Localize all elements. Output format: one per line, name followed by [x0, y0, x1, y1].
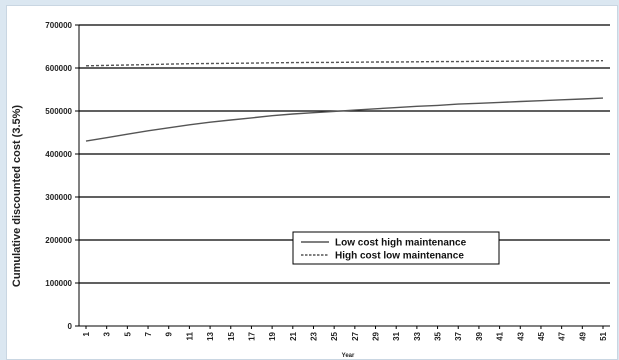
series-line-2	[85, 60, 604, 67]
x-tick-label: 37	[454, 331, 463, 340]
x-tick-label: 3	[103, 331, 112, 336]
legend-box	[292, 231, 500, 265]
x-tick-label: 7	[144, 331, 153, 336]
x-tick-label: 35	[434, 331, 443, 340]
x-tick-label: 25	[330, 331, 339, 340]
x-tick-label: 1	[82, 331, 91, 336]
x-tick-label: 9	[165, 331, 174, 336]
y-tick-label: 100000	[45, 279, 72, 288]
x-tick-label: 27	[351, 331, 360, 340]
x-tick-label: 13	[206, 331, 215, 340]
chart-panel: 0 100000 200000 300000 400000 500000 600000 700…	[6, 5, 618, 360]
x-axis-label: Year	[342, 353, 355, 359]
x-tick-label: 51	[599, 331, 608, 340]
x-tick-label: 19	[268, 331, 277, 340]
y-tick-label: 600000	[45, 64, 72, 73]
y-tick-label: 300000	[45, 193, 72, 202]
x-tick-label: 17	[247, 331, 256, 340]
y-tick-label: 0	[68, 322, 73, 331]
x-tick-label: 23	[309, 331, 318, 340]
x-axis-ticks: 1 3 5 7 9 11 13 15 17 19 21 23 25 27 29 31 33 35 37 39 41 43 4…	[82, 326, 608, 341]
y-axis-ticks: 0 100000 200000 300000 400000 500000 600000 700…	[45, 21, 79, 331]
y-tick-label: 500000	[45, 107, 72, 116]
series-lines	[85, 60, 604, 142]
x-tick-label: 49	[578, 331, 587, 340]
x-tick-label: 45	[537, 331, 546, 340]
y-tick-label: 400000	[45, 150, 72, 159]
x-tick-label: 21	[289, 331, 298, 340]
line-chart: 0 100000 200000 300000 400000 500000 600000 700…	[11, 21, 610, 359]
x-tick-label: 15	[227, 331, 236, 340]
x-tick-label: 39	[475, 331, 484, 340]
legend-label-series-2: High cost low maintenance	[335, 251, 464, 262]
y-tick-label: 200000	[45, 236, 72, 245]
x-tick-label: 41	[496, 331, 505, 340]
legend-label-series-1: Low cost high maintenance	[335, 238, 467, 249]
series-line-1	[85, 97, 604, 142]
x-tick-label: 11	[185, 331, 194, 340]
x-tick-label: 47	[558, 331, 567, 340]
y-tick-label: 700000	[45, 21, 72, 30]
x-tick-label: 33	[413, 331, 422, 340]
x-tick-label: 5	[123, 331, 132, 336]
legend: Low cost high maintenance High cost low …	[292, 231, 500, 265]
x-tick-label: 29	[372, 331, 381, 340]
y-axis-label: Cumulative discounted cost (3.5%)	[11, 105, 23, 287]
x-tick-label: 31	[392, 331, 401, 340]
x-tick-label: 43	[516, 331, 525, 340]
